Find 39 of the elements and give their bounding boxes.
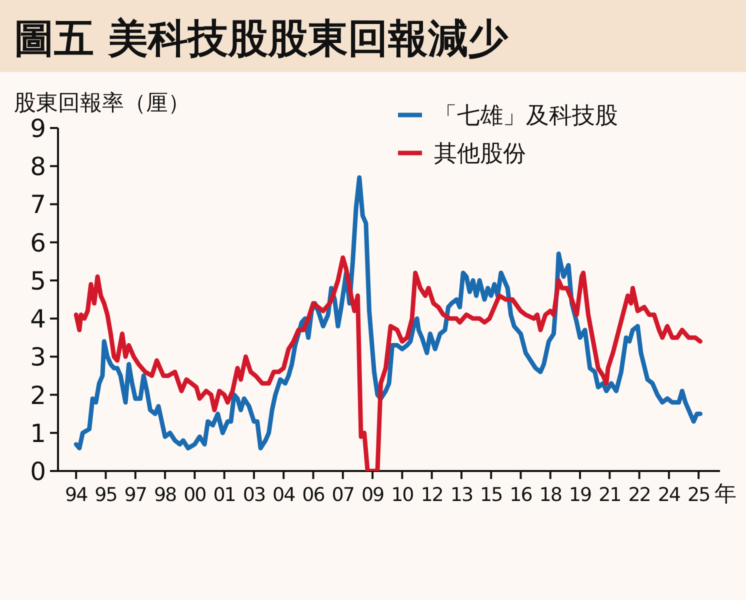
line-series bbox=[74, 175, 702, 450]
y-tick-label: 2 bbox=[30, 380, 46, 410]
legend-label: 「七雄」及科技股 bbox=[434, 103, 618, 129]
y-tick-label: 4 bbox=[30, 304, 46, 334]
x-tick-label: 18 bbox=[539, 484, 562, 506]
x-tick-label: 22 bbox=[628, 484, 650, 506]
x-tick-label: 15 bbox=[480, 484, 502, 506]
x-tick-label: 10 bbox=[391, 484, 414, 506]
x-tick-label: 12 bbox=[420, 484, 443, 506]
x-tick-label: 98 bbox=[154, 484, 176, 506]
x-tick-label: 00 bbox=[184, 484, 206, 506]
y-tick-label: 5 bbox=[30, 266, 46, 296]
x-tick-label: 21 bbox=[598, 484, 621, 506]
x-tick-label: 19 bbox=[568, 484, 592, 506]
x-tick-label: 16 bbox=[510, 484, 532, 506]
title: 圖五 美科技股股東回報減少 bbox=[14, 15, 508, 62]
y-tick-label: 6 bbox=[30, 228, 46, 258]
y-tick-label: 9 bbox=[30, 114, 46, 143]
x-tick-label: 97 bbox=[124, 484, 146, 506]
x-tick-label: 09 bbox=[361, 484, 384, 506]
x-tick-label: 25 bbox=[688, 484, 710, 506]
y-tick-label: 3 bbox=[30, 342, 46, 372]
x-tick-label: 07 bbox=[332, 484, 354, 506]
x-tick-label: 04 bbox=[272, 484, 296, 506]
y-axis-title: 股東回報率（厘） bbox=[14, 91, 190, 116]
x-tick-label: 13 bbox=[450, 484, 473, 506]
legend-label: 其他股份 bbox=[434, 141, 526, 167]
y-tick-label: 7 bbox=[30, 190, 46, 220]
x-tick-label: 01 bbox=[213, 484, 236, 506]
x-tick-label: 03 bbox=[242, 484, 266, 506]
x-tick-label: 95 bbox=[94, 484, 117, 506]
y-tick-label: 0 bbox=[30, 457, 46, 486]
x-axis-title: 年 bbox=[714, 482, 737, 507]
x-tick-label: 94 bbox=[65, 484, 88, 506]
x-tick-label: 06 bbox=[302, 484, 324, 506]
x-tick-label: 24 bbox=[658, 484, 681, 506]
line-series bbox=[74, 255, 702, 471]
y-tick-label: 8 bbox=[30, 152, 46, 182]
y-tick-label: 1 bbox=[30, 418, 46, 448]
